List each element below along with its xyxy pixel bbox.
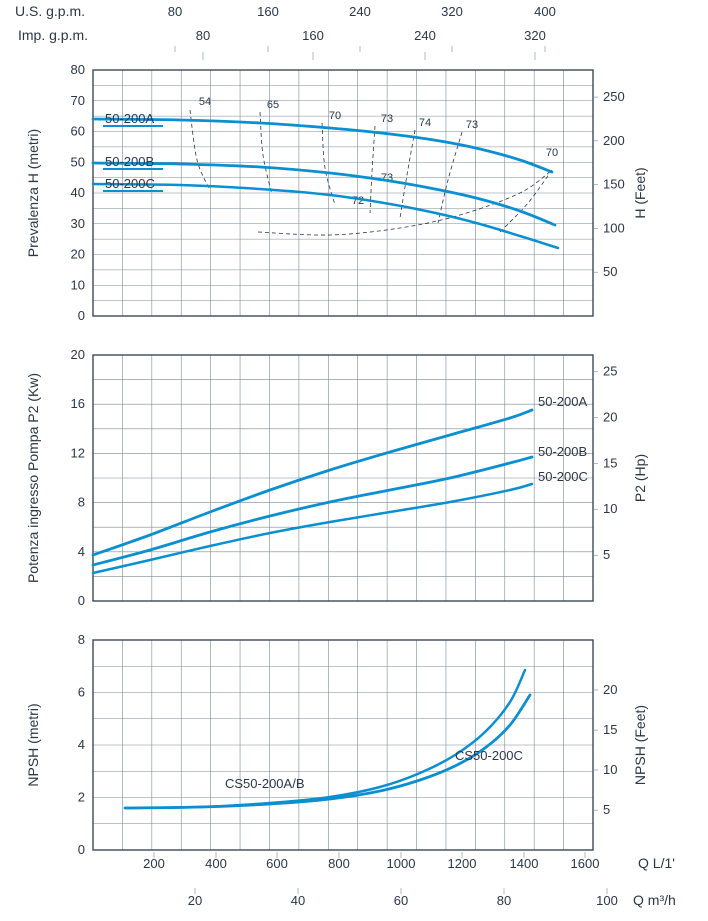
series-label: 50-200B: [105, 154, 154, 169]
tick-label: 240: [414, 28, 436, 43]
tick-label: 50: [603, 264, 617, 279]
series-label: CS50-200A/B: [225, 776, 305, 791]
tick-label: 80: [497, 893, 511, 908]
efficiency-label: 74: [419, 117, 431, 129]
tick-label: 5: [603, 547, 610, 562]
tick-label: 25: [603, 364, 617, 379]
tick-label: 1400: [510, 856, 539, 871]
pump-curves-figure: U.S. g.p.m.80160240320400Imp. g.p.m.8016…: [0, 0, 708, 921]
tick-label: 16: [71, 396, 85, 411]
series-label: 50-200C: [538, 469, 588, 484]
tick-label: 4: [78, 737, 85, 752]
tick-label: 40: [291, 893, 305, 908]
axis-title: Imp. g.p.m.: [18, 27, 88, 43]
tick-label: 10: [603, 762, 617, 777]
tick-label: 40: [71, 185, 85, 200]
tick-label: 20: [188, 893, 202, 908]
efficiency-label: 54: [199, 96, 211, 108]
series-label: CS50-200C: [455, 748, 523, 763]
tick-label: 60: [394, 893, 408, 908]
tick-label: 20: [71, 347, 85, 362]
y-left-title: NPSH (metri): [25, 703, 41, 786]
tick-label: 0: [78, 308, 85, 323]
tick-label: 60: [71, 124, 85, 139]
tick-label: 320: [524, 28, 546, 43]
tick-label: 6: [78, 685, 85, 700]
tick-label: 20: [71, 247, 85, 262]
y-left-title: Prevalenza H (metri): [25, 129, 41, 257]
tick-label: 4: [78, 544, 85, 559]
tick-label: 1600: [571, 856, 600, 871]
tick-label: 0: [78, 842, 85, 857]
efficiency-label: 65: [267, 99, 279, 111]
tick-label: 160: [302, 28, 324, 43]
tick-label: 15: [603, 722, 617, 737]
tick-label: 200: [603, 133, 625, 148]
tick-label: 150: [603, 177, 625, 192]
tick-label: 80: [168, 4, 182, 19]
axis-title: Q m³/h: [633, 892, 676, 908]
tick-label: 320: [441, 4, 463, 19]
tick-label: 80: [196, 28, 210, 43]
tick-label: 160: [257, 4, 279, 19]
efficiency-label: 73: [466, 119, 478, 131]
series-label: 50-200B: [538, 444, 587, 459]
efficiency-label: 72: [352, 195, 364, 207]
series-label: 50-200A: [105, 111, 154, 126]
axis-title: U.S. g.p.m.: [15, 3, 85, 19]
series-label: 50-200C: [105, 176, 155, 191]
tick-label: 100: [596, 893, 618, 908]
y-right-title: P2 (Hp): [632, 454, 648, 502]
tick-label: 600: [266, 856, 288, 871]
tick-label: 70: [71, 93, 85, 108]
tick-label: 5: [603, 802, 610, 817]
tick-label: 8: [78, 632, 85, 647]
tick-label: 30: [71, 216, 85, 231]
tick-label: 1000: [387, 856, 416, 871]
tick-label: 10: [71, 277, 85, 292]
tick-label: 15: [603, 455, 617, 470]
tick-label: 0: [78, 593, 85, 608]
efficiency-label: 73: [381, 113, 393, 125]
tick-label: 1200: [448, 856, 477, 871]
tick-label: 800: [328, 856, 350, 871]
tick-label: 12: [71, 445, 85, 460]
tick-label: 80: [71, 62, 85, 77]
tick-label: 2: [78, 790, 85, 805]
efficiency-label: 70: [546, 147, 558, 159]
tick-label: 50: [71, 154, 85, 169]
tick-label: 100: [603, 220, 625, 235]
tick-label: 200: [143, 856, 165, 871]
tick-label: 400: [205, 856, 227, 871]
tick-label: 8: [78, 495, 85, 510]
tick-label: 20: [603, 682, 617, 697]
tick-label: 10: [603, 501, 617, 516]
tick-label: 240: [349, 4, 371, 19]
y-right-title: H (Feet): [632, 167, 648, 218]
tick-label: 400: [534, 4, 556, 19]
tick-label: 20: [603, 409, 617, 424]
axis-title: Q L/1': [638, 855, 675, 871]
efficiency-label: 70: [329, 110, 341, 122]
y-left-title: Potenza ingresso Pompa P2 (Kw): [25, 373, 41, 583]
figure-bg: [0, 0, 708, 921]
tick-label: 250: [603, 89, 625, 104]
y-right-title: NPSH (Feet): [632, 705, 648, 785]
series-label: 50-200A: [538, 394, 587, 409]
